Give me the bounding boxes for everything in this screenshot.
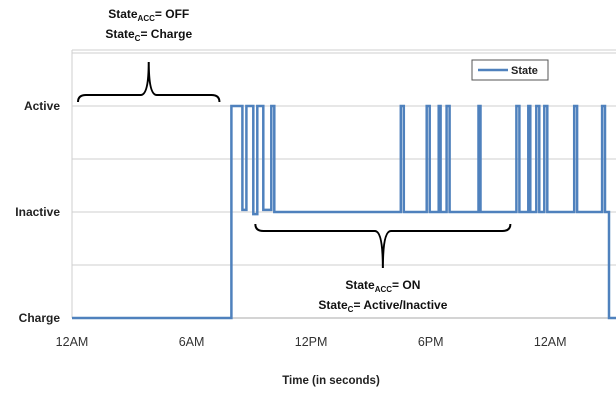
annotation-text: StateC= Active/Inactive — [318, 298, 447, 314]
brace-top — [77, 61, 221, 103]
annotation-text: StateC= Charge — [105, 27, 192, 43]
legend-label: State — [511, 65, 538, 77]
legend: State — [471, 59, 549, 81]
x-tick-label: 12AM — [534, 335, 567, 349]
gridlines — [71, 49, 616, 319]
x-axis-tick-labels: 12AM 6AM 12PM 6PM 12AM — [56, 335, 567, 349]
x-tick-label: 12PM — [295, 335, 328, 349]
y-tick-label: Active — [24, 99, 60, 113]
y-tick-label: Charge — [19, 311, 61, 325]
legend-box — [471, 59, 549, 81]
brace-bottom — [254, 223, 512, 269]
annotation-text: StateACC= OFF — [108, 7, 189, 23]
y-axis-labels: Charge Inactive Active — [15, 99, 60, 325]
x-tick-label: 12AM — [56, 335, 89, 349]
x-tick-label: 6PM — [418, 335, 444, 349]
x-tick-label: 6AM — [179, 335, 205, 349]
x-axis-title: Time (in seconds) — [282, 375, 380, 387]
annotation-text: StateACC= ON — [345, 278, 420, 294]
y-tick-label: Inactive — [15, 205, 60, 219]
annotation-braces: StateACC= OFF StateC= Charge StateACC= ON S… — [77, 7, 512, 314]
series-layer — [72, 104, 616, 320]
series-line-state — [72, 104, 616, 320]
